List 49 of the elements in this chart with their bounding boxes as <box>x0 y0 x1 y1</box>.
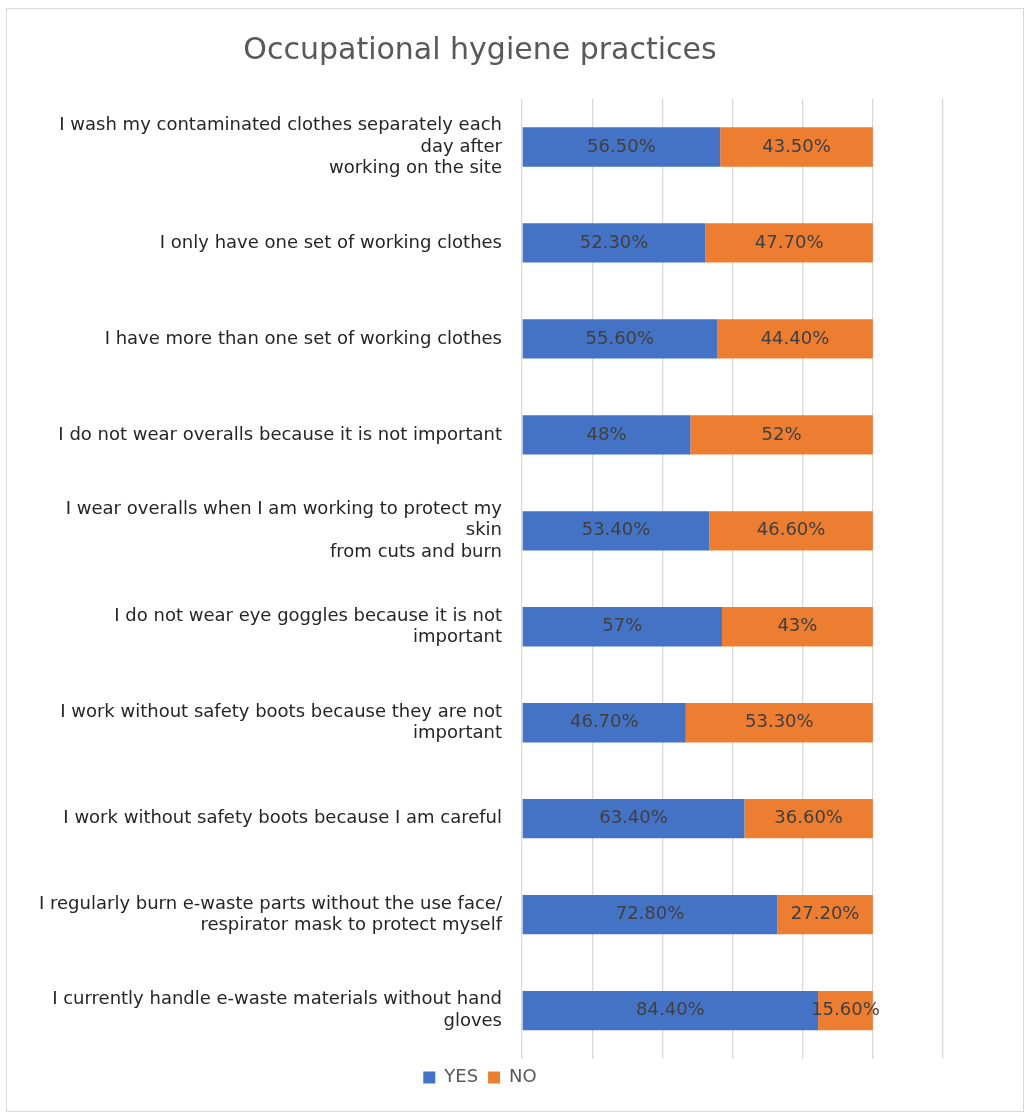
chart-title: Occupational hygiene practices <box>243 30 717 66</box>
y-tick-label: I wear overalls when I am working to protect my skin from cuts and burn <box>65 496 503 562</box>
data-label: 57% <box>602 614 643 636</box>
data-label: 46.60% <box>756 518 826 540</box>
y-tick-label: I work without safety boots because I am careful <box>63 806 502 828</box>
data-label: 56.50% <box>587 134 656 156</box>
bar <box>690 415 873 455</box>
data-label: 52% <box>761 422 802 444</box>
bar <box>705 223 873 263</box>
data-label: 43% <box>777 614 818 636</box>
legend-label: YES <box>443 1065 479 1087</box>
bar <box>721 607 873 647</box>
bar <box>709 511 873 551</box>
y-tick-label: I have more than one set of working clothes <box>104 326 502 348</box>
data-label: 44.40% <box>760 326 830 348</box>
bar <box>522 703 686 743</box>
bar <box>685 703 873 743</box>
data-label: 43.50% <box>762 134 831 156</box>
bar <box>522 415 691 455</box>
y-tick-label: I only have one set of working clothes <box>159 230 502 252</box>
legend-label: NO <box>509 1065 537 1087</box>
y-tick-label: I work without safety boots because they are not important <box>60 699 502 743</box>
bar <box>744 799 873 839</box>
bar <box>522 319 718 359</box>
bar <box>522 894 778 935</box>
data-label: 53.30% <box>745 710 814 732</box>
data-label: 52.30% <box>579 230 649 252</box>
y-tick-label: I do not wear overalls because it is not important <box>58 422 502 444</box>
bar <box>717 319 873 359</box>
bar <box>522 223 706 263</box>
data-label: 63.40% <box>599 806 668 828</box>
data-label: 84.40% <box>636 998 705 1020</box>
y-tick-label: I do not wear eye goggles because it is not important <box>114 603 502 647</box>
data-label: 72.80% <box>615 902 685 924</box>
bar <box>720 127 873 167</box>
data-label: 36.60% <box>774 806 843 828</box>
bar <box>522 799 745 839</box>
data-label: 53.40% <box>581 518 651 540</box>
y-tick-label: I wash my contaminated clothes separately each day after working on the site <box>59 113 503 178</box>
data-label: 27.20% <box>790 902 860 924</box>
bar <box>522 607 722 647</box>
data-label: 46.70% <box>569 710 639 732</box>
data-label: 47.70% <box>754 230 824 252</box>
data-label: 48% <box>586 422 627 444</box>
bar <box>522 127 721 167</box>
y-tick-label: I currently handle e-waste materials without hand gloves <box>52 987 502 1031</box>
data-label: 55.60% <box>585 326 655 348</box>
bar <box>522 511 710 551</box>
y-tick-label: I regularly burn e-waste parts without the use face/ respirator mask to protect myself <box>39 891 503 935</box>
